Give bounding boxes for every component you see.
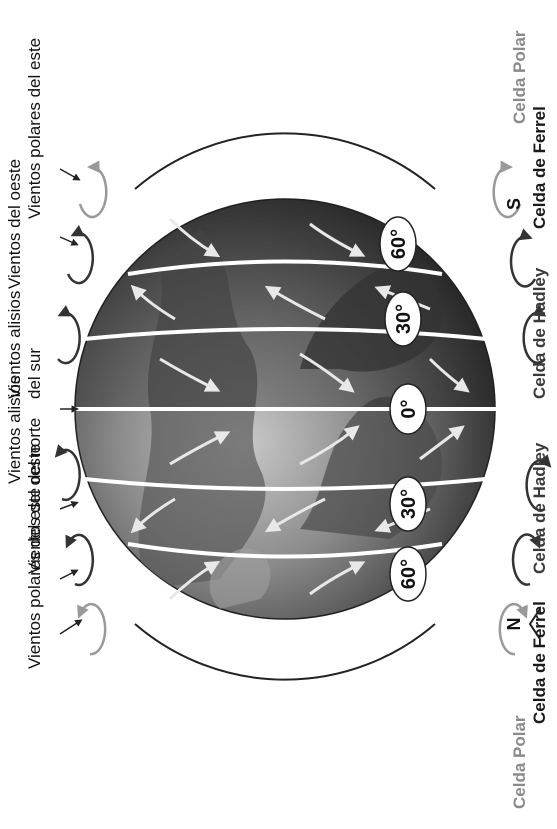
wind-label-trade-s-line1: Vientos alisios (5, 291, 24, 399)
wind-label-west-n: Vientos del oeste (25, 444, 44, 574)
wind-labels: Vientos polares del este Vientos del oes… (5, 38, 44, 669)
cell-label-ferrel-n: Celda de Ferrel (530, 601, 549, 724)
wind-leader-lines (59, 168, 83, 635)
globe: 60° 30° 0° 30° 60° (65, 198, 505, 620)
latitude-label-equator: 0° (398, 399, 420, 418)
wind-label-polar-east-n: Vientos polares del este (25, 488, 44, 669)
hadley-cell-loop-n (54, 444, 552, 512)
wind-arrow (299, 352, 355, 393)
wind-arrow (419, 425, 465, 461)
compass-south: S (504, 198, 524, 210)
wind-arrow (299, 425, 360, 466)
cell-label-hadley-s: Celda de Hadley (530, 267, 549, 399)
latitude-label-s30: 30° (393, 304, 415, 334)
cell-labels: Celda Polar Celda de Ferrel Celda de Had… (510, 30, 549, 809)
wind-label-trade-s-line2: del sur (25, 348, 44, 399)
north-arrow-icon (528, 608, 541, 640)
wind-arrow (168, 217, 221, 258)
cell-label-polar-s: Celda Polar (510, 30, 529, 124)
wind-arrow (309, 222, 366, 257)
compass-north: N (504, 618, 524, 631)
latitude-marker-n60: 60° (389, 546, 427, 602)
cell-circulation-loops (54, 160, 552, 656)
latitude-lines (65, 259, 505, 559)
wind-arrow (168, 560, 221, 601)
wind-arrow (169, 431, 231, 466)
wind-arrow (264, 285, 326, 321)
ferrel-cell-loop-s (66, 225, 537, 288)
polar-cell-loop-s (78, 160, 522, 219)
wind-arrow (309, 561, 366, 596)
wind-label-west-s: Vientos del oeste (5, 159, 24, 289)
wind-arrow (264, 497, 326, 533)
cell-label-hadley-n: Celda de Hadley (530, 442, 549, 574)
compass: N S (504, 198, 541, 640)
polar-cell-loop-n (77, 602, 528, 656)
cell-label-ferrel-s: Celda de Ferrel (530, 106, 549, 229)
latitude-marker-eq: 0° (389, 383, 427, 435)
latitude-label-n30: 30° (398, 489, 420, 519)
wind-arrow (159, 357, 221, 392)
wind-arrow (130, 497, 176, 534)
latitude-label-n60: 60° (398, 559, 420, 589)
wind-arrow (130, 284, 176, 321)
latitude-markers: 60° 30° 0° 30° 60° (379, 216, 427, 602)
latitude-label-s60: 60° (388, 229, 410, 259)
latitude-line-n30 (83, 477, 487, 491)
cell-brackets (134, 132, 436, 681)
wind-label-trade-n-line2: del norte (25, 418, 44, 484)
surface-wind-arrows (130, 217, 470, 601)
wind-label-trade-n-line1: Vientos alisios (5, 376, 24, 484)
wind-arrow (428, 357, 470, 393)
latitude-marker-n30: 30° (389, 476, 427, 532)
latitude-marker-s30: 30° (384, 291, 422, 347)
ferrel-cell-loop-n (65, 533, 541, 587)
latitude-marker-s60: 60° (379, 216, 417, 272)
latitude-line-s30 (83, 327, 487, 341)
hadley-cell-loop-s (57, 304, 547, 365)
wind-label-polar-east-s: Vientos polares del este (25, 38, 44, 219)
cell-label-polar-n: Celda Polar (510, 715, 529, 809)
